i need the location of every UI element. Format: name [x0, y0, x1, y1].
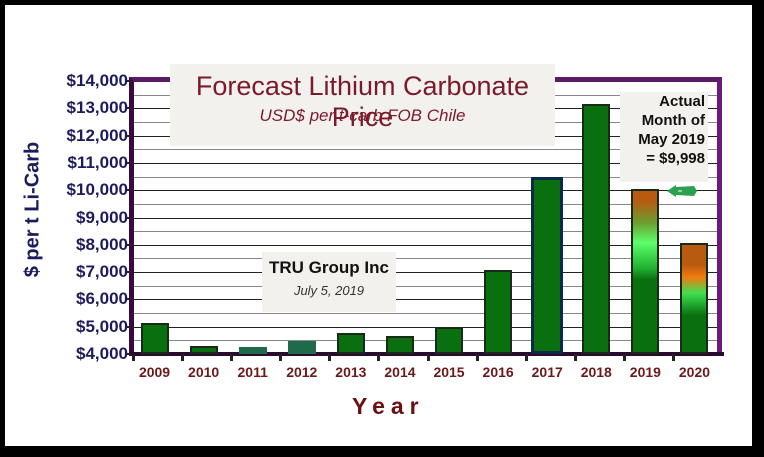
gridline — [133, 285, 722, 287]
x-tick-label: 2020 — [678, 364, 711, 380]
note-line: Month of — [641, 112, 705, 129]
bar-2011 — [238, 347, 267, 354]
y-tick — [125, 80, 131, 82]
bar-2015 — [435, 326, 464, 354]
gridline — [133, 217, 722, 219]
y-tick-label: $14,000 — [66, 71, 128, 90]
gridline — [133, 299, 722, 301]
chart-subtitle: USD$ per t-carb FOB Chile — [259, 106, 466, 125]
y-tick — [125, 107, 131, 110]
bar-2013 — [336, 333, 365, 354]
bar-2019 — [631, 189, 660, 354]
gridline — [133, 272, 722, 274]
x-tick — [230, 354, 234, 361]
bar-2010 — [189, 346, 218, 354]
actual-price-note: Actual Month of May 2019 = $9,998 — [620, 92, 708, 182]
y-tick — [125, 353, 131, 355]
x-tick-label: 2011 — [237, 364, 268, 380]
y-tick — [125, 298, 131, 301]
left-arrow-icon — [667, 185, 697, 197]
x-tick — [132, 354, 135, 361]
y-tick — [125, 134, 131, 137]
gridline — [133, 313, 722, 315]
y-tick-label: $4,000 — [76, 344, 128, 363]
gridline — [133, 258, 722, 260]
gridline — [133, 162, 722, 164]
note-line: Actual — [659, 93, 705, 110]
bar-2018 — [582, 104, 611, 354]
y-tick — [125, 216, 131, 219]
bar-2009 — [140, 323, 169, 354]
bar-2020 — [680, 243, 709, 354]
y-tick-label: $13,000 — [66, 98, 128, 118]
credit-org: TRU Group Inc — [269, 258, 389, 277]
x-tick-label: 2016 — [482, 364, 514, 380]
bar-2014 — [385, 335, 414, 354]
x-tick-label: 2014 — [384, 364, 416, 380]
x-tick — [328, 354, 332, 361]
x-tick-label: 2010 — [188, 364, 220, 380]
y-tick-label: $11,000 — [67, 152, 128, 172]
y-tick-label: $5,000 — [76, 316, 128, 336]
x-tick-label: 2015 — [433, 364, 465, 380]
x-tick-label: 2012 — [286, 364, 318, 380]
gridline — [133, 149, 722, 151]
note-line: = $9,998 — [646, 150, 705, 167]
x-tick — [377, 354, 381, 361]
x-tick — [524, 354, 528, 361]
y-tick-label: $12,000 — [66, 125, 128, 145]
chart-title: Forecast Lithium Carbonate Price — [195, 71, 530, 132]
x-tick — [181, 354, 185, 361]
gridline — [133, 176, 722, 178]
bar-2017 — [531, 177, 564, 354]
y-tick-label: $10,000 — [66, 180, 128, 200]
gridline — [133, 340, 722, 342]
y-tick — [125, 243, 131, 246]
x-tick-label: 2018 — [580, 364, 612, 380]
x-tick — [426, 354, 430, 361]
y-tick — [125, 325, 131, 328]
bar-2016 — [484, 270, 513, 354]
gridline — [133, 190, 722, 192]
bar-2012 — [287, 341, 316, 354]
x-tick-label: 2009 — [138, 364, 171, 380]
x-tick — [475, 354, 479, 361]
y-tick — [125, 161, 131, 164]
gridline — [133, 231, 722, 233]
y-axis-title: $ per t Li-Carb — [21, 141, 44, 278]
y-tick — [125, 189, 131, 192]
y-tick-label: $7,000 — [76, 262, 128, 282]
chart-title-box: Forecast Lithium Carbonate Price USD$ pe… — [170, 64, 555, 146]
x-axis-title: Year — [352, 393, 425, 419]
x-tick — [671, 354, 675, 361]
y-tick-label: $6,000 — [76, 289, 128, 309]
credit-box: TRU Group Inc July 5, 2019 — [262, 252, 396, 312]
x-tick — [573, 354, 577, 361]
note-line: May 2019 — [638, 131, 705, 148]
gridline — [133, 326, 722, 328]
x-tick — [622, 354, 626, 361]
x-tick-label: 2017 — [531, 364, 563, 380]
y-tick — [125, 271, 131, 274]
x-tick-label: 2013 — [335, 364, 367, 380]
credit-date: July 5, 2019 — [293, 283, 365, 298]
y-tick-label: $8,000 — [76, 234, 128, 254]
x-tick-label: 2019 — [629, 364, 661, 380]
y-tick-label: $9,000 — [76, 207, 128, 227]
x-tick — [279, 354, 283, 361]
gridline — [133, 244, 722, 246]
gridline — [133, 203, 722, 205]
